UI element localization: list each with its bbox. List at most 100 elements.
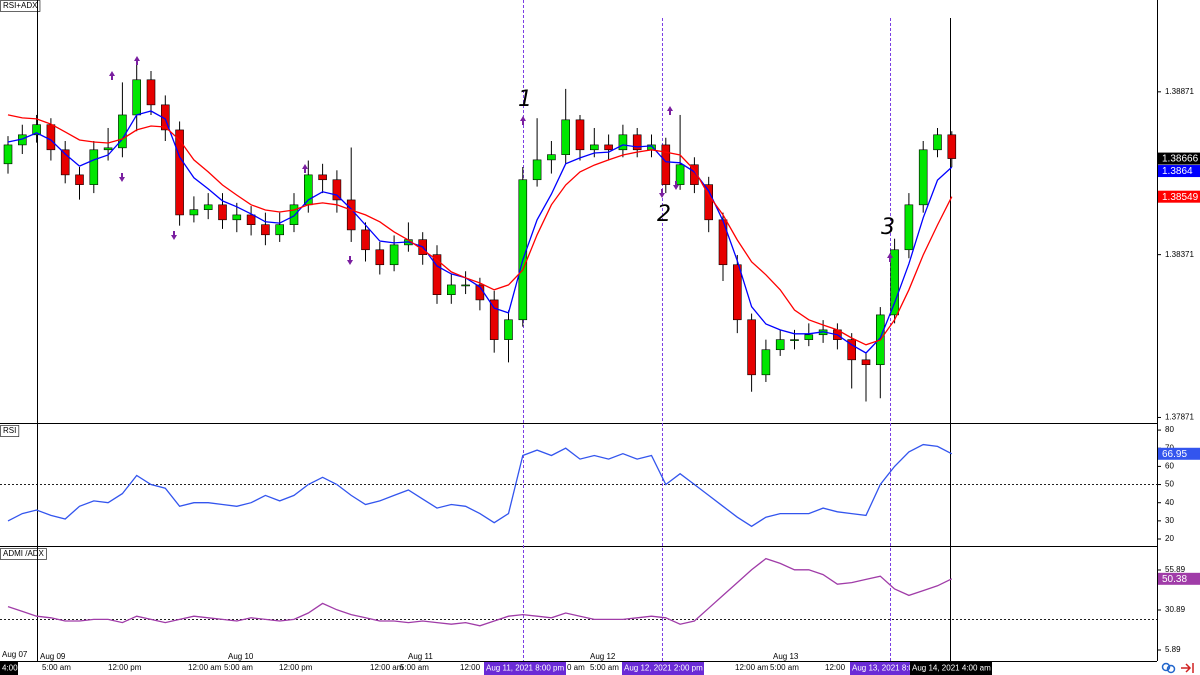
candle-body	[289, 204, 299, 225]
candle-body	[275, 224, 285, 236]
y-tick-label: 1.38871	[1165, 87, 1194, 96]
candle-body	[461, 284, 470, 287]
candle-body	[904, 204, 914, 251]
indicator-last-value: 50.38	[1162, 574, 1187, 585]
y-tick-label: 1.38371	[1165, 250, 1194, 259]
candle-body	[246, 214, 256, 225]
frame	[0, 0, 1158, 662]
panel-title: RSI	[3, 426, 16, 435]
cursor-time-box	[622, 662, 704, 675]
candle-body	[947, 134, 957, 159]
candle-body	[446, 284, 456, 295]
candle-body	[890, 249, 899, 316]
candle-body	[318, 174, 327, 181]
time-label: 12:00 pm	[108, 663, 142, 672]
y-tick-label: 30	[1165, 516, 1174, 525]
fractal-down	[171, 231, 177, 240]
scroll-end-icon[interactable]	[1181, 663, 1194, 673]
candle-body	[718, 219, 728, 266]
candle-body	[618, 134, 628, 151]
candle-body	[175, 129, 184, 216]
fractal-up	[667, 106, 673, 115]
time-label: 5:00 am	[590, 663, 619, 672]
fractal-down	[673, 181, 679, 190]
panel-title-box	[0, 0, 41, 12]
fractal-up	[520, 116, 526, 125]
time-label: 12:00 am	[188, 663, 222, 672]
candle-body	[32, 124, 41, 136]
fractal-down	[119, 173, 125, 182]
y-tick-label: 5.89	[1165, 645, 1181, 654]
y-tick-label: 30.89	[1165, 605, 1186, 614]
date-label: Aug 12	[590, 652, 616, 661]
annotation: 1	[518, 87, 532, 112]
y-tick-label: 50	[1165, 480, 1174, 489]
candle-body	[661, 144, 671, 185]
fractal-down	[659, 189, 665, 198]
moving-average-line	[7, 114, 953, 346]
panel-title-box	[0, 548, 47, 560]
date-label: Aug 10	[228, 652, 254, 661]
candle-body	[60, 149, 70, 176]
candle-body	[589, 144, 599, 151]
fractal-down	[347, 256, 353, 265]
toolbar-icons	[1161, 662, 1194, 674]
candle-body	[547, 154, 556, 161]
fractal-up	[887, 253, 893, 262]
ma-last-value-box	[1158, 165, 1200, 178]
time-label: 12:00	[460, 663, 481, 672]
time-label: 5:00 am	[224, 663, 253, 672]
fractal-arrows	[109, 56, 893, 265]
candle-body	[847, 339, 857, 361]
time-label: 12:00 pm	[279, 663, 313, 672]
fractal-up	[109, 71, 115, 80]
cursor-time-label: Aug 14, 2021 4:00 am	[912, 664, 991, 673]
cursor-time-box	[484, 662, 566, 675]
cursor-time-box	[910, 662, 992, 675]
candle-body	[504, 319, 513, 340]
annotation: 2	[657, 202, 671, 227]
y-tick-label: 1.37871	[1165, 413, 1194, 422]
time-label: 12:00 am	[370, 663, 404, 672]
sync-icon-part	[1166, 664, 1176, 674]
cursor-time-label: 4:00	[2, 664, 18, 673]
cursor-time-label: Aug 12, 2021 2:00 pm	[624, 664, 703, 673]
y-tick-label: 60	[1165, 462, 1174, 471]
fractal-up	[134, 56, 140, 65]
indicator-line	[7, 443, 953, 528]
candle-body	[389, 244, 399, 266]
annotation: 3	[881, 215, 895, 240]
candle-body	[632, 134, 642, 151]
candle-body	[790, 339, 799, 341]
candle-body	[489, 299, 499, 340]
time-label: 5:00 am	[770, 663, 799, 672]
candle-body	[332, 179, 342, 201]
last-price-box	[1158, 152, 1200, 165]
candle-body	[747, 319, 756, 376]
candle-body	[103, 147, 113, 151]
candle-body	[75, 174, 84, 185]
panel-title-box	[0, 425, 20, 437]
indicator-last-value: 66.95	[1162, 449, 1187, 460]
fractal-up	[302, 164, 308, 173]
ma-last-value-box	[1158, 190, 1200, 203]
date-label: Aug 11	[408, 652, 433, 661]
time-label: 12:00	[825, 663, 846, 672]
candle-body	[261, 224, 270, 236]
candle-body	[132, 79, 141, 116]
date-label: Aug 07	[2, 650, 28, 659]
candle-body	[203, 204, 213, 211]
sync-icon[interactable]	[1161, 662, 1171, 672]
candle-body	[432, 254, 442, 295]
candle-body	[361, 229, 370, 251]
indicator-last-value-box	[1158, 572, 1200, 585]
cursor-time-box	[0, 662, 18, 675]
candle-body	[3, 144, 13, 165]
candle-body	[218, 204, 227, 221]
candle-body	[561, 119, 571, 155]
candle-body	[918, 149, 928, 206]
candle-body	[933, 134, 942, 151]
